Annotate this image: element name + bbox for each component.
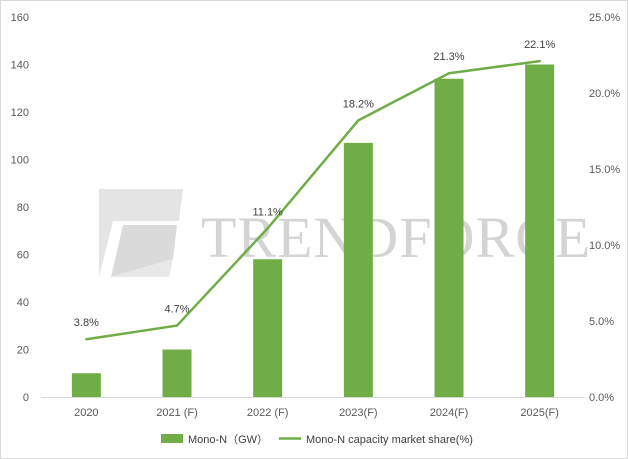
legend: Mono-N（GW） Mono-N capacity market share(%… [161,433,473,446]
share-line [85,59,541,341]
y-right-tick-label: 10.0% [589,240,620,252]
y-left-tick-label: 100 [11,155,29,167]
bar [253,259,283,397]
bar [71,373,101,397]
x-tick-label: 2021 (F) [156,407,198,419]
line-data-label: 21.3% [433,51,464,63]
legend-bar-label: Mono-N（GW） [188,433,268,446]
bar [343,142,373,397]
bar-series [71,64,555,397]
y-left-tick-label: 140 [11,60,29,72]
y-right-tick-label: 20.0% [589,88,620,100]
y-right-tick-label: 15.0% [589,164,620,176]
line-series [85,59,541,341]
y-left-tick-label: 120 [11,107,29,119]
y-left-tick-label: 40 [17,297,29,309]
x-tick-label: 2020 [74,407,98,419]
y-left-tick-label: 80 [17,202,29,214]
bar [525,64,555,397]
data-labels: 3.8% 4.7% 11.1% 18.2% 21.3% 22.1% [74,39,556,329]
axes: 0 20 40 60 80 100 120 140 160 0.0% 5.0% 10.0% 15.0% 2… [11,12,621,419]
line-data-label: 3.8% [74,317,99,329]
line-data-label: 18.2% [343,98,374,110]
y-left-tick-label: 160 [11,12,29,24]
y-left-tick-label: 0 [23,392,29,404]
bar [162,349,192,397]
line-data-label: 22.1% [524,39,555,51]
y-right-tick-label: 25.0% [589,12,620,24]
bar [434,78,464,397]
y-left-tick-label: 60 [17,250,29,262]
line-data-label: 4.7% [164,304,189,316]
x-tick-label: 2024(F) [430,407,469,419]
y-right-tick-label: 5.0% [589,316,614,328]
y-right-tick-label: 0.0% [589,392,614,404]
legend-bar-swatch [161,434,183,443]
legend-line-label: Mono-N capacity market share(%) [306,434,473,446]
x-tick-label: 2025(F) [520,407,559,419]
x-tick-label: 2022 (F) [247,407,289,419]
x-tick-label: 2023(F) [339,407,378,419]
y-left-tick-label: 20 [17,345,29,357]
line-data-label: 11.1% [252,206,283,218]
trendforce-logo-icon [99,189,183,277]
